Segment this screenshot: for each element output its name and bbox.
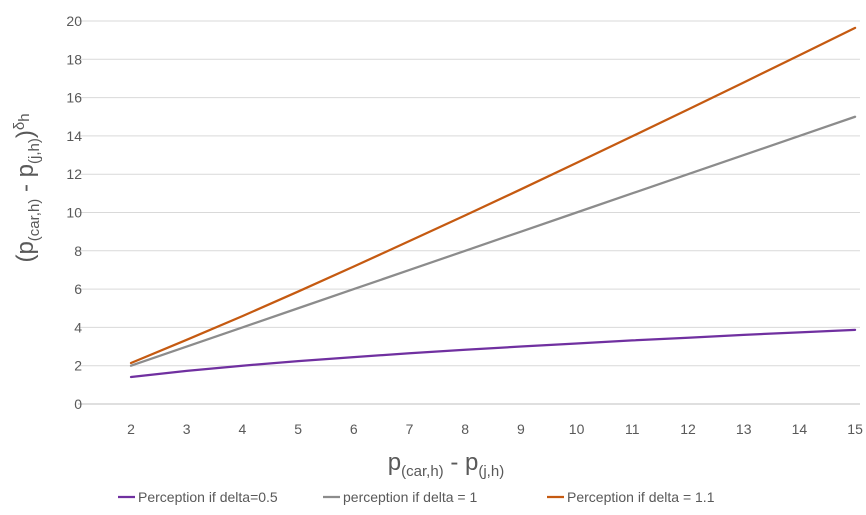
y-axis-title-sup: δ <box>11 122 28 130</box>
y-tick-label: 10 <box>66 205 82 221</box>
x-tick-label: 14 <box>792 421 808 437</box>
y-tick-label: 2 <box>74 358 82 374</box>
legend-label: Perception if delta=0.5 <box>138 489 278 505</box>
series-line-3 <box>129 26 857 365</box>
legend-label: perception if delta = 1 <box>343 489 477 505</box>
x-axis-title-mid: - p <box>444 449 479 476</box>
x-axis-title: p(car,h) - p(j,h) <box>388 449 504 480</box>
x-tick-label: 6 <box>350 421 358 437</box>
legend-label: Perception if delta = 1.1 <box>567 489 715 505</box>
y-tick-label: 8 <box>74 243 82 259</box>
y-tick-label: 18 <box>66 51 82 67</box>
x-tick-label: 5 <box>294 421 302 437</box>
y-tick-label: 4 <box>74 319 82 335</box>
x-tick-label: 9 <box>517 421 525 437</box>
legend: Perception if delta=0.5 perception if del… <box>118 489 715 505</box>
x-tick-label: 10 <box>569 421 585 437</box>
y-axis-ticks: 0 2 4 6 8 10 12 14 16 18 20 <box>66 13 82 412</box>
series-line-2 <box>129 115 857 367</box>
x-tick-label: 2 <box>127 421 135 437</box>
y-tick-label: 0 <box>74 396 82 412</box>
x-tick-label: 8 <box>461 421 469 437</box>
y-axis-title-mid: - p <box>12 164 39 199</box>
x-axis-title-main: p <box>388 449 401 476</box>
y-axis-title-sub2: (j,h) <box>26 138 43 164</box>
series-lines <box>129 26 857 379</box>
x-tick-label: 3 <box>183 421 191 437</box>
x-tick-label: 4 <box>239 421 247 437</box>
y-tick-label: 20 <box>66 13 82 29</box>
series-line-1 <box>129 328 857 379</box>
x-axis-title-sub2: (j,h) <box>478 463 504 480</box>
y-axis-title-sub1: (car,h) <box>26 199 43 242</box>
x-tick-label: 13 <box>736 421 752 437</box>
x-tick-label: 7 <box>406 421 414 437</box>
x-tick-label: 11 <box>625 421 640 437</box>
x-tick-label: 12 <box>680 421 696 437</box>
x-tick-label: 15 <box>847 421 863 437</box>
y-tick-label: 6 <box>74 281 82 297</box>
y-tick-label: 12 <box>66 166 82 182</box>
y-axis-title: (p(car,h) - p(j,h))δh <box>11 113 43 262</box>
y-axis-title-close: ) <box>12 130 39 138</box>
y-tick-label: 16 <box>66 90 82 106</box>
y-tick-label: 14 <box>66 128 82 144</box>
x-axis-title-sub1: (car,h) <box>401 463 444 480</box>
y-axis-title-supsub: h <box>16 113 33 121</box>
y-axis-title-open: (p <box>12 241 39 262</box>
x-axis-ticks: 2 3 4 5 6 7 8 9 10 11 12 13 14 15 <box>127 421 863 437</box>
